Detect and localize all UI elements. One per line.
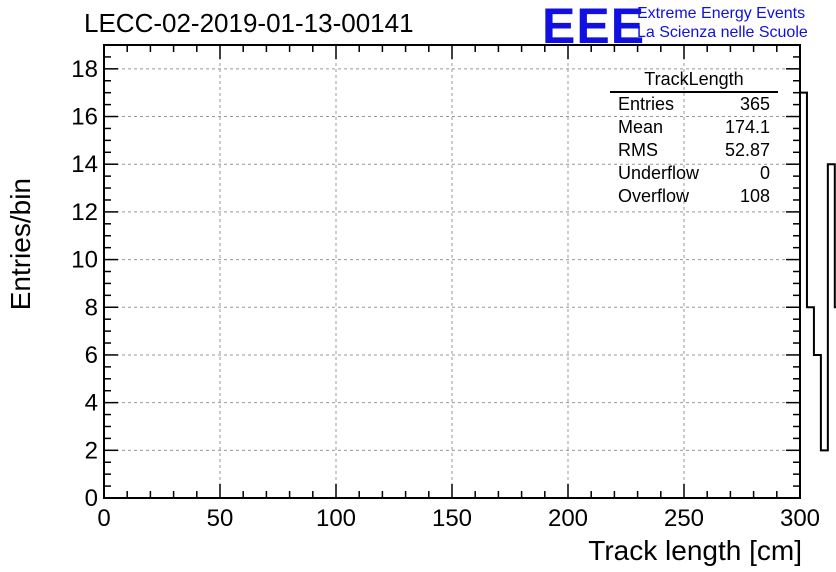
stats-label: Overflow bbox=[618, 186, 690, 206]
stats-label: Entries bbox=[618, 94, 675, 114]
stats-value: 0 bbox=[759, 163, 770, 183]
stats-row-overflow: Overflow 108 bbox=[610, 185, 778, 208]
y-tick-label: 4 bbox=[85, 390, 98, 417]
stats-row-entries: Entries 365 bbox=[610, 93, 778, 116]
y-axis-label: Entries/bin bbox=[5, 178, 36, 310]
run-title: LECC-02-2019-01-13-00141 bbox=[84, 8, 414, 38]
x-tick-label: 250 bbox=[664, 505, 704, 532]
x-tick-label: 50 bbox=[207, 505, 234, 532]
stats-label: Underflow bbox=[618, 163, 700, 183]
y-tick-label: 12 bbox=[71, 199, 98, 226]
x-tick-label: 300 bbox=[780, 505, 820, 532]
y-tick-label: 18 bbox=[71, 56, 98, 83]
axis-ticks bbox=[103, 44, 801, 499]
y-tick-label: 10 bbox=[71, 247, 98, 274]
y-tick-label: 6 bbox=[85, 342, 98, 369]
logo-caption-line2: La Scienza nelle Scuole bbox=[637, 24, 808, 41]
x-tick-label: 200 bbox=[548, 505, 588, 532]
stats-title: TrackLength bbox=[610, 68, 778, 93]
y-tick-label: 8 bbox=[85, 294, 98, 321]
logo-caption-line1: Extreme Energy Events bbox=[637, 5, 806, 22]
x-tick-label: 150 bbox=[432, 505, 472, 532]
y-tick-label: 14 bbox=[71, 151, 98, 178]
stats-value: 52.87 bbox=[724, 140, 770, 160]
x-axis-label: Track length [cm] bbox=[588, 535, 802, 566]
stats-box: TrackLength Entries 365 Mean 174.1 RMS 5… bbox=[610, 68, 778, 208]
stats-row-underflow: Underflow 0 bbox=[610, 162, 778, 185]
stats-value: 108 bbox=[739, 186, 770, 206]
stats-value: 174.1 bbox=[724, 117, 770, 137]
x-tick-label: 100 bbox=[316, 505, 356, 532]
y-tick-label: 0 bbox=[85, 485, 98, 512]
logo-caption: Extreme Energy Events La Scienza nelle S… bbox=[637, 4, 808, 42]
stats-row-rms: RMS 52.87 bbox=[610, 139, 778, 162]
stats-label: Mean bbox=[618, 117, 664, 137]
stats-value: 365 bbox=[739, 94, 770, 114]
y-tick-label: 16 bbox=[71, 104, 98, 131]
y-tick-label: 2 bbox=[85, 437, 98, 464]
eee-logo: EEE bbox=[542, 0, 646, 54]
x-tick-label: 0 bbox=[97, 505, 110, 532]
axis-tick-labels: 0 50 100 150 200 250 300 0 2 4 6 8 10 12 14 16 18 bbox=[71, 56, 820, 532]
grid-lines bbox=[104, 45, 800, 498]
stats-row-mean: Mean 174.1 bbox=[610, 116, 778, 139]
stats-label: RMS bbox=[618, 140, 658, 160]
